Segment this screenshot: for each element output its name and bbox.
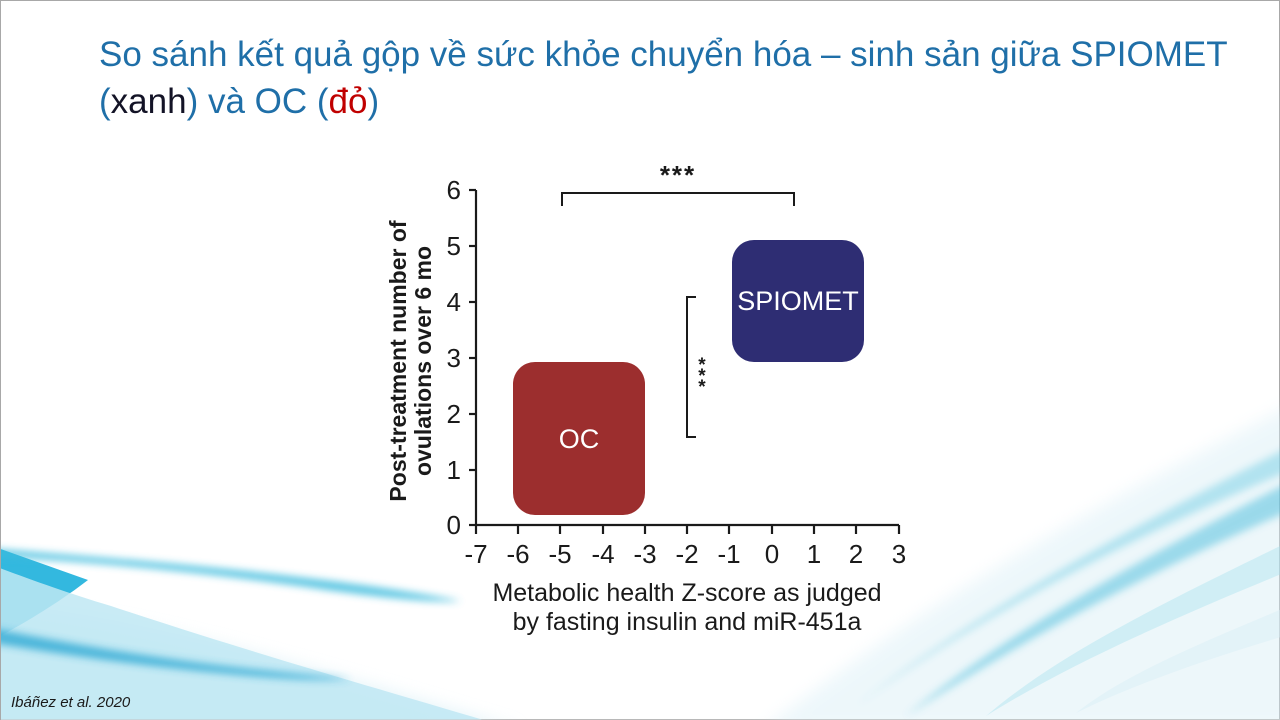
svg-text:2: 2 xyxy=(447,399,461,429)
svg-text:6: 6 xyxy=(447,175,461,205)
svg-text:0: 0 xyxy=(765,539,779,569)
svg-text:3: 3 xyxy=(892,539,906,569)
svg-text:Post-treatment number of: Post-treatment number of xyxy=(385,220,411,501)
svg-text:-4: -4 xyxy=(591,539,614,569)
svg-text:***: *** xyxy=(660,160,696,190)
svg-text:1: 1 xyxy=(807,539,821,569)
svg-text:OC: OC xyxy=(559,424,600,454)
svg-text:4: 4 xyxy=(447,287,461,317)
svg-text:0: 0 xyxy=(447,510,461,540)
svg-text:-6: -6 xyxy=(506,539,529,569)
svg-text:1: 1 xyxy=(447,455,461,485)
svg-text:Metabolic health Z-score as ju: Metabolic health Z-score as judged xyxy=(492,579,881,607)
svg-text:-5: -5 xyxy=(548,539,571,569)
svg-text:2: 2 xyxy=(849,539,863,569)
svg-text:-3: -3 xyxy=(633,539,656,569)
svg-text:5: 5 xyxy=(447,231,461,261)
svg-text:-7: -7 xyxy=(464,539,487,569)
svg-text:-1: -1 xyxy=(717,539,740,569)
svg-text:by fasting insulin and miR-451: by fasting insulin and miR-451a xyxy=(513,608,862,636)
svg-text:-2: -2 xyxy=(675,539,698,569)
svg-text:SPIOMET: SPIOMET xyxy=(737,286,859,316)
svg-text:ovulations over 6 mo: ovulations over 6 mo xyxy=(410,246,436,476)
svg-text:3: 3 xyxy=(447,343,461,373)
svg-text:*: * xyxy=(698,377,706,398)
